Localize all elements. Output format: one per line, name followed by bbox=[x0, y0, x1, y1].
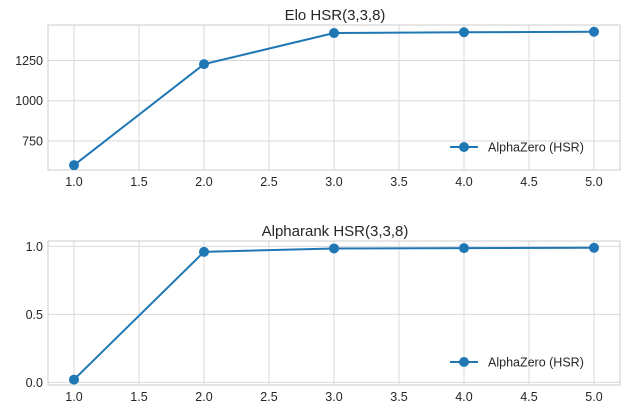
data-point bbox=[199, 59, 209, 70]
data-point bbox=[329, 28, 339, 39]
x-tick-label: 4.5 bbox=[520, 175, 537, 189]
legend-marker bbox=[459, 357, 469, 367]
data-point bbox=[199, 246, 209, 257]
x-tick-label: 4.0 bbox=[455, 390, 472, 404]
y-tick-label: 0.0 bbox=[26, 376, 43, 390]
x-tick-label: 4.0 bbox=[455, 175, 472, 189]
legend-marker bbox=[459, 142, 469, 152]
x-tick-label: 1.0 bbox=[65, 175, 82, 189]
alpharank-chart: 1.0 1.5 2.0 2.5 3.0 3.5 4.0 4.5 5.0 0.0 0.5 1.0 Alph… bbox=[26, 223, 621, 404]
chart-title: Elo HSR(3,3,8) bbox=[285, 7, 386, 24]
data-point bbox=[589, 242, 599, 253]
y-tick-label: 1000 bbox=[15, 94, 43, 108]
y-tick-label: 1250 bbox=[15, 54, 43, 68]
y-tick-label: 750 bbox=[22, 135, 43, 149]
legend-label: AlphaZero (HSR) bbox=[488, 356, 584, 370]
x-tick-label: 1.5 bbox=[130, 390, 147, 404]
x-tick-label: 1.5 bbox=[130, 175, 147, 189]
y-tick-label: 0.5 bbox=[26, 308, 43, 322]
data-point bbox=[589, 26, 599, 37]
plot-frame bbox=[47, 240, 621, 386]
x-tick-label: 2.0 bbox=[195, 390, 212, 404]
x-tick-label: 2.5 bbox=[260, 390, 277, 404]
elo-chart: 1.0 1.5 2.0 2.5 3.0 3.5 4.0 4.5 5.0 750 1000 1250 Al… bbox=[15, 7, 621, 189]
x-tick-label: 1.0 bbox=[65, 390, 82, 404]
x-tick-label: 4.5 bbox=[520, 390, 537, 404]
x-tick-label: 3.5 bbox=[390, 390, 407, 404]
x-tick-label: 5.0 bbox=[585, 175, 602, 189]
data-point bbox=[69, 160, 79, 171]
x-tick-label: 3.5 bbox=[390, 175, 407, 189]
x-tick-label: 2.5 bbox=[260, 175, 277, 189]
data-point bbox=[329, 243, 339, 254]
legend-label: AlphaZero (HSR) bbox=[488, 141, 584, 155]
x-tick-label: 5.0 bbox=[585, 390, 602, 404]
data-point bbox=[459, 27, 469, 38]
chart-title: Alpharank HSR(3,3,8) bbox=[262, 223, 409, 240]
x-tick-label: 3.0 bbox=[325, 175, 342, 189]
data-point bbox=[69, 374, 79, 385]
y-tick-label: 1.0 bbox=[26, 240, 43, 254]
data-point bbox=[459, 243, 469, 254]
plot-frame bbox=[47, 24, 621, 171]
x-tick-label: 3.0 bbox=[325, 390, 342, 404]
x-tick-label: 2.0 bbox=[195, 175, 212, 189]
